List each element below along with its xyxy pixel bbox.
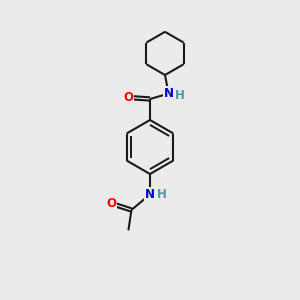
Text: N: N (164, 87, 174, 100)
Text: O: O (106, 197, 116, 210)
Text: H: H (157, 188, 166, 201)
Text: H: H (175, 88, 185, 102)
Text: O: O (123, 91, 134, 104)
Text: N: N (145, 188, 155, 201)
